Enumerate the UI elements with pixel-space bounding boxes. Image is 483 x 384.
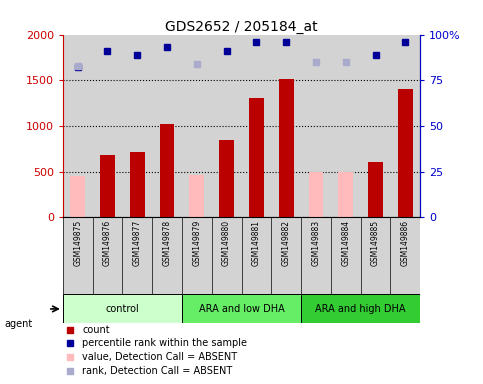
Bar xyxy=(309,172,324,217)
Bar xyxy=(368,162,383,217)
Bar xyxy=(398,89,413,217)
Text: GSM149878: GSM149878 xyxy=(163,220,171,266)
Text: GSM149879: GSM149879 xyxy=(192,220,201,266)
Bar xyxy=(338,172,353,217)
Text: GSM149885: GSM149885 xyxy=(371,220,380,266)
Text: GSM149880: GSM149880 xyxy=(222,220,231,266)
Text: ARA and low DHA: ARA and low DHA xyxy=(199,304,284,314)
Text: GSM149883: GSM149883 xyxy=(312,220,320,266)
Bar xyxy=(100,155,115,217)
Bar xyxy=(279,79,294,217)
Bar xyxy=(301,295,420,323)
Bar xyxy=(130,152,145,217)
Text: ARA and high DHA: ARA and high DHA xyxy=(315,304,406,314)
Title: GDS2652 / 205184_at: GDS2652 / 205184_at xyxy=(165,20,318,33)
Text: GSM149877: GSM149877 xyxy=(133,220,142,266)
Text: percentile rank within the sample: percentile rank within the sample xyxy=(83,338,247,349)
Bar xyxy=(70,176,85,217)
Bar xyxy=(219,140,234,217)
Text: GSM149876: GSM149876 xyxy=(103,220,112,266)
Bar xyxy=(189,175,204,217)
Text: agent: agent xyxy=(5,319,33,329)
Text: count: count xyxy=(83,325,110,335)
Text: GSM149886: GSM149886 xyxy=(401,220,410,266)
Bar xyxy=(249,98,264,217)
Text: rank, Detection Call = ABSENT: rank, Detection Call = ABSENT xyxy=(83,366,233,376)
Text: value, Detection Call = ABSENT: value, Detection Call = ABSENT xyxy=(83,352,238,362)
Bar xyxy=(182,295,301,323)
Bar xyxy=(63,295,182,323)
Bar xyxy=(159,124,174,217)
Text: control: control xyxy=(105,304,139,314)
Text: GSM149875: GSM149875 xyxy=(73,220,82,266)
Text: GSM149882: GSM149882 xyxy=(282,220,291,266)
Text: GSM149881: GSM149881 xyxy=(252,220,261,266)
Text: GSM149884: GSM149884 xyxy=(341,220,350,266)
